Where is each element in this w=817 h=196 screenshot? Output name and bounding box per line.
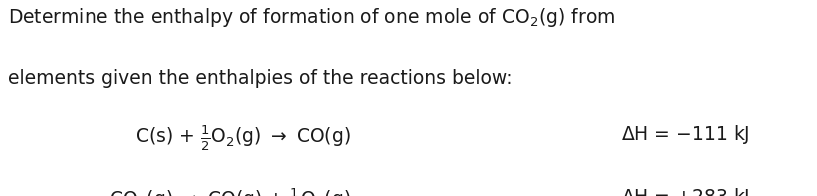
Text: $\Delta$H = +283 kJ: $\Delta$H = +283 kJ: [621, 186, 749, 196]
Text: elements given the enthalpies of the reactions below:: elements given the enthalpies of the rea…: [8, 69, 513, 88]
Text: CO$_2$(g) $\rightarrow$ CO(g) + $\frac{1}{2}$O$_2$(g): CO$_2$(g) $\rightarrow$ CO(g) + $\frac{1…: [109, 186, 351, 196]
Text: C(s) + $\frac{1}{2}$O$_2$(g) $\rightarrow$ CO(g): C(s) + $\frac{1}{2}$O$_2$(g) $\rightarro…: [136, 123, 351, 153]
Text: $\Delta$H = −111 kJ: $\Delta$H = −111 kJ: [621, 123, 749, 146]
Text: Determine the enthalpy of formation of one mole of CO$_2$(g) from: Determine the enthalpy of formation of o…: [8, 6, 615, 29]
